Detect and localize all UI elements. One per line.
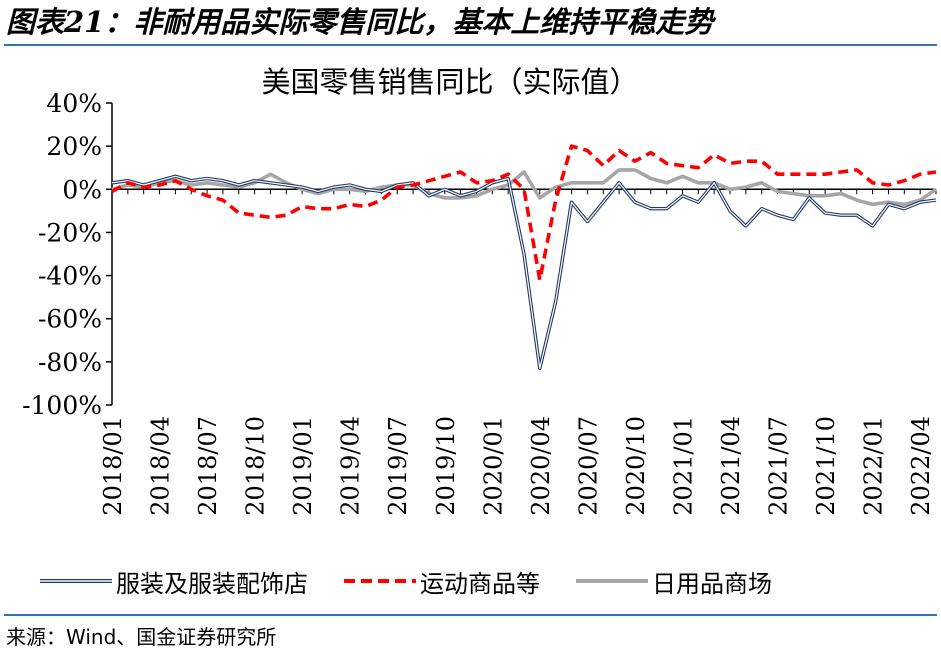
x-tick-label: 2021/01 bbox=[669, 416, 697, 516]
y-tick-label: 40% bbox=[46, 89, 102, 118]
y-tick-label: 20% bbox=[46, 132, 102, 161]
x-tick-label: 2019/07 bbox=[384, 416, 412, 516]
legend-item-general: 日用品商场 bbox=[576, 564, 772, 599]
x-tick-label: 2021/04 bbox=[717, 416, 745, 516]
series-line-apparel-outline bbox=[111, 174, 937, 370]
figure-title: 图表21：非耐用品实际零售同比，基本上维持平稳走势 bbox=[6, 5, 714, 39]
x-tick-label: 2018/01 bbox=[99, 416, 127, 516]
x-tick-label: 2018/07 bbox=[194, 416, 222, 516]
legend-label-sporting: 运动商品等 bbox=[420, 569, 540, 598]
source-note: 来源：Wind、国金证券研究所 bbox=[6, 625, 277, 649]
y-tick-label: -80% bbox=[38, 348, 102, 377]
x-tick-label: 2018/10 bbox=[242, 416, 270, 516]
legend-item-apparel: 服装及服装配饰店 bbox=[40, 564, 308, 599]
legend: 服装及服装配饰店 运动商品等 日用品商场 bbox=[40, 563, 920, 599]
legend-swatch-sporting bbox=[344, 579, 416, 583]
y-tick-label: -40% bbox=[38, 262, 102, 291]
x-tick-label: 2019/01 bbox=[289, 416, 317, 516]
legend-label-general: 日用品商场 bbox=[652, 569, 772, 598]
bottom-rule bbox=[4, 614, 937, 616]
chart-title: 美国零售销售同比（实际值） bbox=[261, 65, 638, 99]
x-tick-label: 2022/04 bbox=[907, 416, 935, 516]
legend-item-sporting: 运动商品等 bbox=[344, 564, 540, 599]
y-tick-label: 0% bbox=[62, 175, 102, 204]
x-axis: 2018/01 2018/04 2018/07 2018/10 2019/01 2019/… bbox=[99, 188, 937, 516]
legend-label-apparel: 服装及服装配饰店 bbox=[116, 569, 308, 598]
line-chart: 美国零售销售同比（实际值） 40% 20% 0% -20% -40% -60% -80% -1… bbox=[22, 65, 938, 516]
legend-swatch-apparel bbox=[40, 579, 112, 583]
x-tick-label: 2019/10 bbox=[432, 416, 460, 516]
y-tick-label: -20% bbox=[38, 218, 102, 247]
series-line-apparel bbox=[111, 175, 937, 369]
x-tick-label: 2020/10 bbox=[622, 416, 650, 516]
x-tick-label: 2022/01 bbox=[860, 416, 888, 516]
top-rule bbox=[4, 44, 937, 46]
x-tick-label: 2021/10 bbox=[812, 416, 840, 516]
series-line-general bbox=[111, 168, 938, 207]
x-tick-label: 2018/04 bbox=[147, 416, 175, 516]
series-layer bbox=[111, 144, 938, 370]
y-axis: 40% 20% 0% -20% -40% -60% -80% -100% bbox=[22, 89, 113, 420]
y-tick-label: -60% bbox=[38, 305, 102, 334]
series-line-sporting bbox=[111, 144, 937, 282]
x-tick-label: 2020/07 bbox=[574, 416, 602, 516]
x-tick-label: 2020/04 bbox=[527, 416, 555, 516]
x-tick-label: 2019/04 bbox=[337, 416, 365, 516]
x-tick-label: 2020/01 bbox=[479, 416, 507, 516]
y-tick-label: -100% bbox=[22, 391, 102, 420]
legend-swatch-general bbox=[576, 579, 648, 583]
x-tick-label: 2021/07 bbox=[765, 416, 793, 516]
